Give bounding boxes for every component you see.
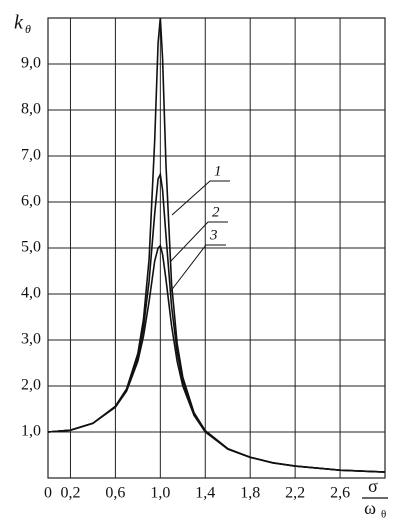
y-tick-label: 1,0: [21, 423, 41, 440]
x-axis-label-denominator: ω: [364, 498, 376, 518]
x-tick-label: 0,6: [105, 485, 125, 502]
series-label: 2: [212, 204, 220, 220]
y-tick-label: 3,0: [21, 331, 41, 348]
x-tick-label: 1,8: [240, 485, 260, 502]
x-tick-label: 2,2: [285, 485, 305, 502]
x-tick-label: 1,4: [195, 485, 215, 502]
leader-line: [169, 244, 226, 293]
series-label: 1: [214, 163, 222, 179]
x-tick-label: 1,0: [150, 485, 170, 502]
series-label: 3: [209, 227, 218, 243]
y-axis-label: k: [14, 12, 24, 34]
leader-line: [169, 221, 228, 263]
y-tick-label: 8,0: [21, 101, 41, 118]
y-tick-label: 9,0: [21, 55, 41, 72]
x-axis-label-subscript: θ: [381, 509, 386, 521]
curve: [47, 244, 386, 473]
leader-line: [171, 180, 230, 216]
x-tick-label: 2,6: [330, 485, 350, 502]
y-tick-label: 2,0: [21, 377, 41, 394]
y-tick-label: 6,0: [21, 193, 41, 210]
y-tick-label: 5,0: [21, 239, 41, 256]
x-axis-label-numerator: σ: [368, 476, 378, 496]
y-tick-label: 7,0: [21, 147, 41, 164]
x-tick-label: 0: [44, 485, 52, 502]
x-tick-label: 0,2: [60, 485, 80, 502]
y-axis-label-subscript: θ: [25, 22, 31, 36]
y-tick-label: 4,0: [21, 285, 41, 302]
